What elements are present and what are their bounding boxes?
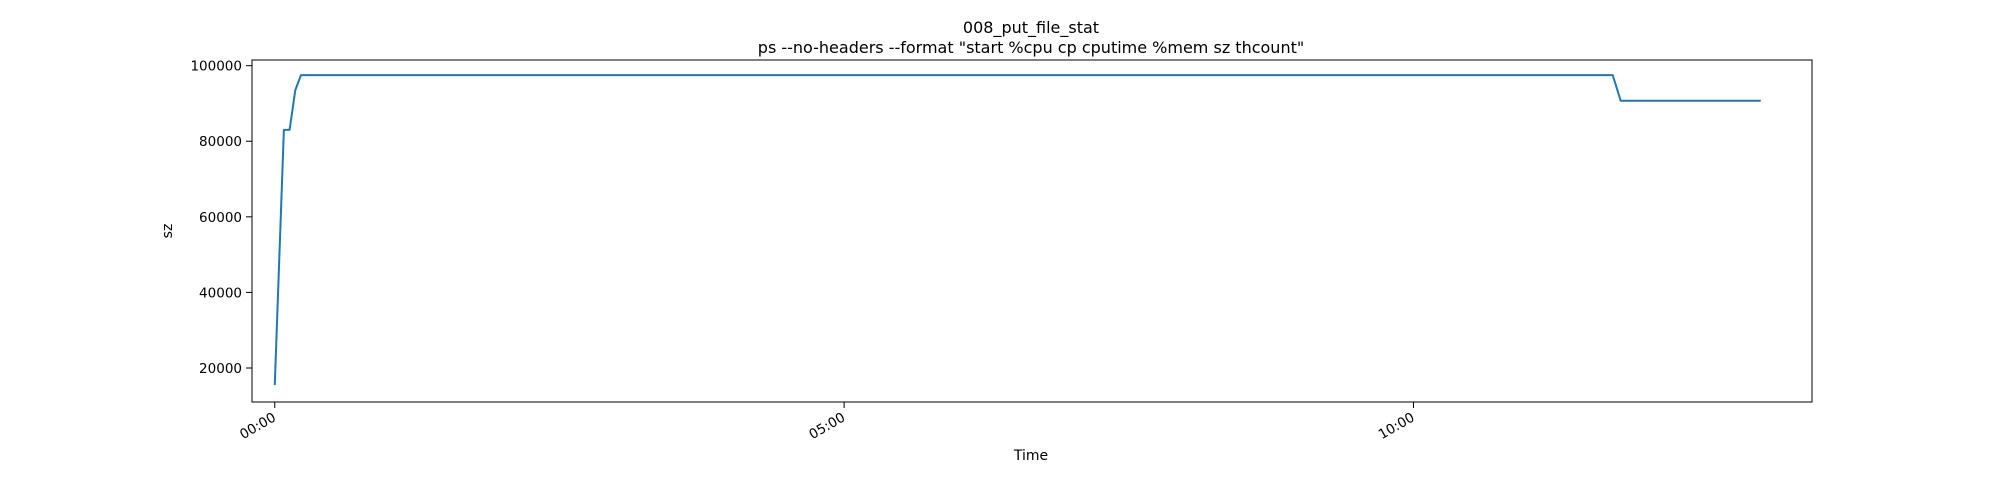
y-tick-label: 40000 [199, 285, 242, 301]
y-tick-label: 20000 [199, 361, 242, 377]
y-tick-label: 60000 [199, 210, 242, 226]
plot-frame [251, 59, 1813, 403]
x-tick-label: 05:00 [806, 410, 848, 443]
y-axis-label: sz [160, 224, 176, 239]
chart-subtitle: ps --no-headers --format "start %cpu cp … [758, 38, 1304, 57]
series-line [273, 74, 1761, 386]
chart-title: 008_put_file_stat [963, 18, 1099, 38]
x-tick-label: 10:00 [1376, 410, 1418, 443]
x-tick-label: 00:00 [237, 410, 279, 443]
x-axis-label: Time [1013, 448, 1048, 464]
x-axis-ticks: 00:00 05:00 10:00 [237, 402, 1417, 443]
y-tick-label: 80000 [199, 134, 242, 150]
y-axis-ticks: 20000 40000 60000 80000 100000 [190, 59, 252, 377]
y-tick-label: 100000 [190, 59, 242, 75]
series-layer [273, 74, 1761, 386]
